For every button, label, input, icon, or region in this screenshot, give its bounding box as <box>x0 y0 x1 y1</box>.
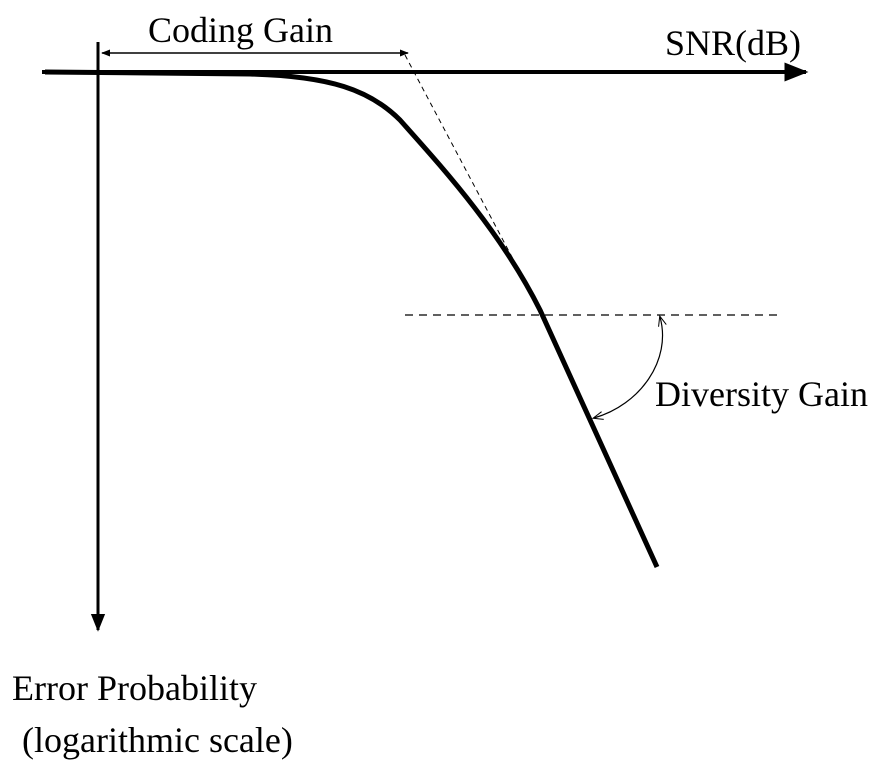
tangent-line <box>404 54 541 311</box>
diversity-gain-label: Diversity Gain <box>655 374 868 414</box>
y-axis-sublabel: (logarithmic scale) <box>22 720 293 760</box>
diversity-gain-arc <box>591 314 667 420</box>
x-axis-label: SNR(dB) <box>665 23 801 63</box>
error-curve <box>44 69 660 569</box>
y-axis-label: Error Probability <box>12 668 257 708</box>
coding-gain-label: Coding Gain <box>148 10 333 50</box>
